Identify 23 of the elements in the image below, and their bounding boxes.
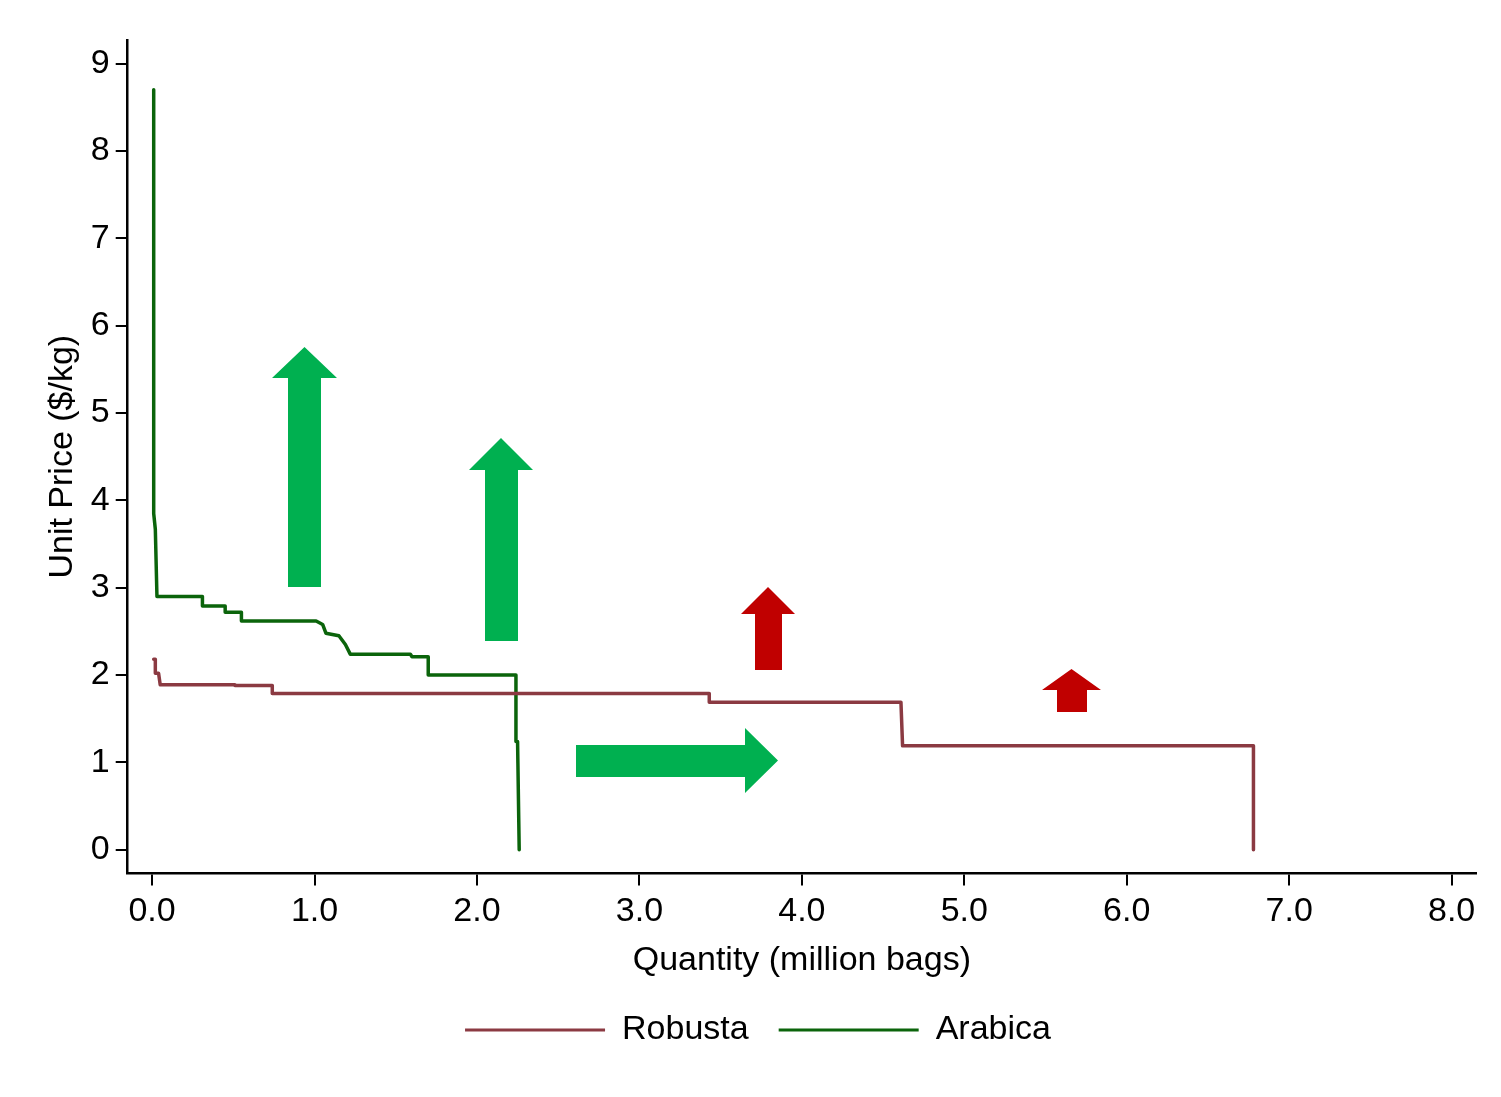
y-tick-label: 3 bbox=[90, 566, 110, 605]
x-tick-label: 4.0 bbox=[778, 890, 826, 929]
x-tick-label: 3.0 bbox=[615, 890, 664, 929]
y-tick-label: 0 bbox=[90, 828, 110, 867]
x-tick-label: 6.0 bbox=[1103, 890, 1151, 929]
x-tick-label: 5.0 bbox=[940, 890, 988, 929]
x-tick-label: 1.0 bbox=[290, 890, 339, 929]
y-tick-label: 5 bbox=[90, 391, 110, 430]
y-tick-label: 9 bbox=[90, 41, 110, 80]
legend-label: Robusta bbox=[622, 1008, 749, 1047]
y-tick-label: 6 bbox=[90, 304, 110, 343]
y-tick-label: 4 bbox=[90, 478, 110, 517]
x-axis-title: Quantity (million bags) bbox=[632, 938, 971, 977]
x-tick-label: 8.0 bbox=[1428, 890, 1476, 929]
y-tick-label: 7 bbox=[90, 216, 110, 255]
x-tick-label: 7.0 bbox=[1265, 890, 1313, 929]
y-tick-label: 1 bbox=[90, 740, 110, 779]
legend-label: Arabica bbox=[935, 1008, 1052, 1047]
y-tick-label: 8 bbox=[90, 129, 110, 168]
x-tick-label: 2.0 bbox=[453, 890, 501, 929]
y-tick-label: 2 bbox=[90, 653, 110, 692]
x-tick-label: 0.0 bbox=[128, 890, 176, 929]
y-axis-title: Unit Price ($/kg) bbox=[40, 334, 79, 579]
